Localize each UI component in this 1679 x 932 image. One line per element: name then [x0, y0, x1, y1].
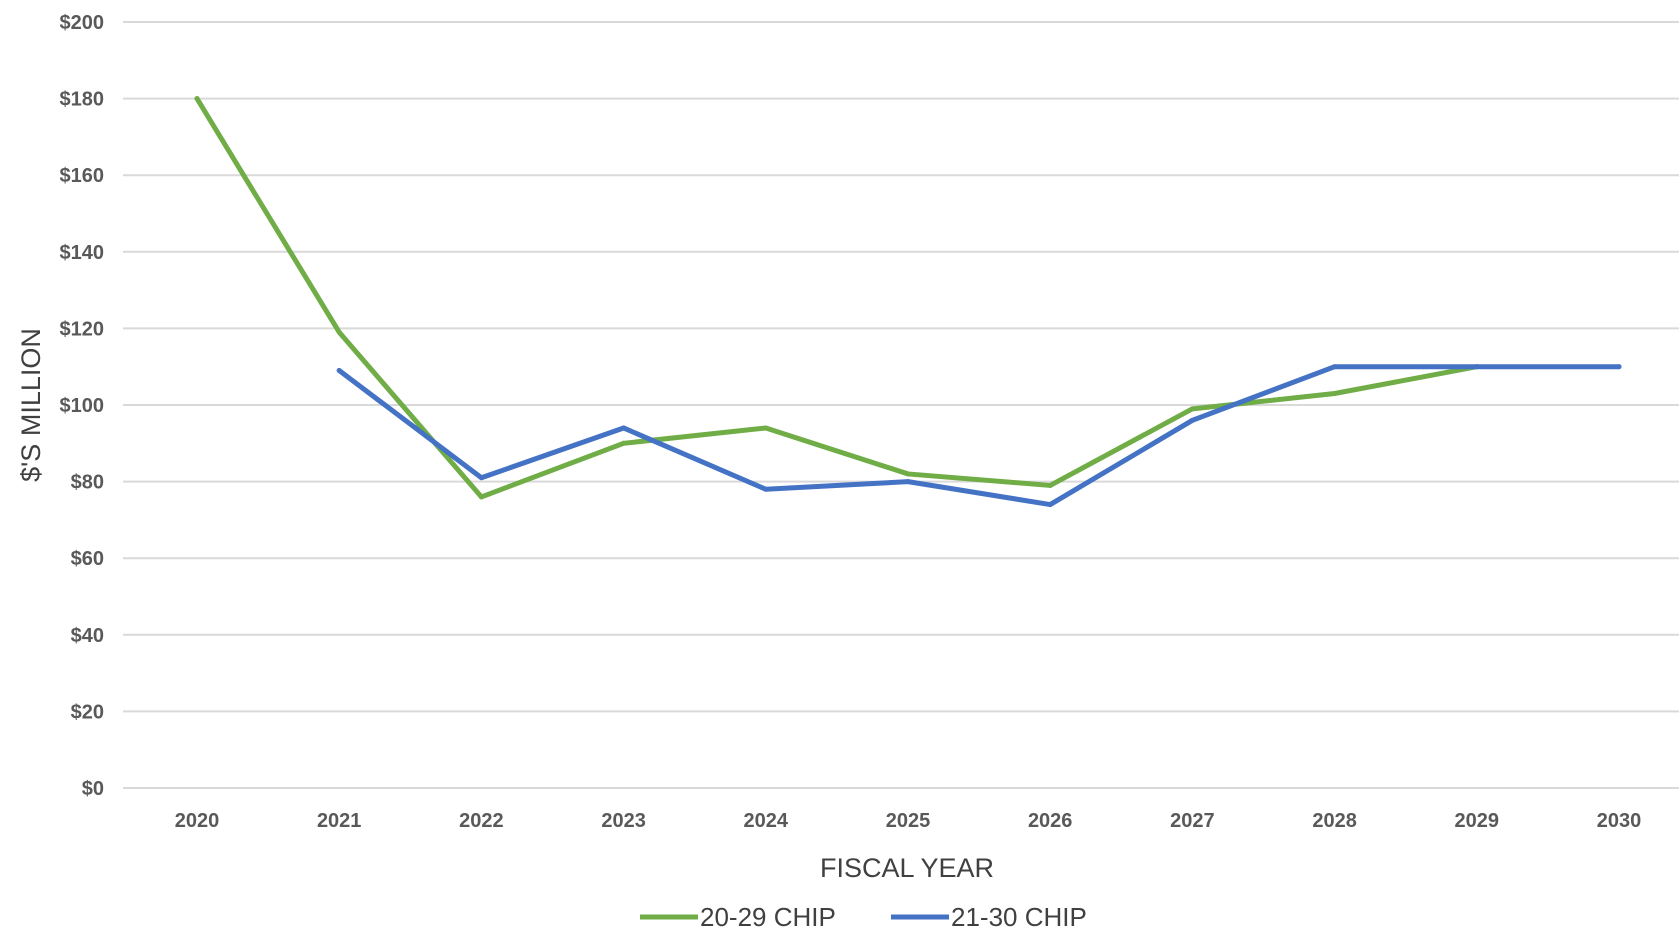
- y-axis-ticks: $0 $20 $40 $60 $80 $100 $120 $140 $160 $180 $200: [60, 12, 105, 800]
- data-point-21-30-chip: [336, 368, 342, 374]
- data-point-21-30-chip: [905, 479, 911, 485]
- series-lines: [194, 96, 1622, 508]
- y-axis-title: $'S MILLION: [16, 328, 46, 482]
- y-tick-label: $200: [60, 12, 105, 34]
- legend: 20-29 CHIP 21-30 CHIP: [640, 902, 1087, 932]
- data-point-21-30-chip: [763, 486, 769, 492]
- x-tick-label: 2021: [317, 810, 362, 832]
- x-axis-title: FISCAL YEAR: [820, 853, 994, 883]
- x-tick-label: 2026: [1028, 810, 1073, 832]
- y-tick-label: $180: [60, 89, 105, 111]
- y-tick-label: $100: [60, 395, 105, 417]
- data-point-20-29-chip: [763, 425, 769, 431]
- data-point-21-30-chip: [1332, 364, 1338, 370]
- data-point-21-30-chip: [1189, 417, 1195, 423]
- data-point-20-29-chip: [1189, 406, 1195, 412]
- data-point-20-29-chip: [1047, 482, 1053, 488]
- data-point-20-29-chip: [905, 471, 911, 477]
- data-point-20-29-chip: [194, 96, 200, 102]
- data-point-21-30-chip: [1616, 364, 1622, 370]
- data-point-21-30-chip: [621, 425, 627, 431]
- x-tick-label: 2028: [1312, 810, 1357, 832]
- data-point-21-30-chip: [478, 475, 484, 481]
- data-point-21-30-chip: [1047, 502, 1053, 508]
- y-tick-label: $120: [60, 318, 105, 340]
- y-tick-label: $20: [71, 701, 104, 723]
- legend-label-20-29-chip: 20-29 CHIP: [700, 902, 836, 932]
- series-line-20-29-chip: [194, 96, 1480, 500]
- x-tick-label: 2024: [744, 810, 789, 832]
- series-line-21-30-chip: [336, 364, 1622, 508]
- data-point-21-30-chip: [1474, 364, 1480, 370]
- y-tick-label: $160: [60, 165, 105, 187]
- x-tick-label: 2029: [1455, 810, 1500, 832]
- data-point-20-29-chip: [621, 440, 627, 446]
- x-tick-label: 2022: [459, 810, 504, 832]
- gridlines: [123, 21, 1679, 789]
- y-tick-label: $80: [71, 472, 104, 494]
- x-tick-label: 2025: [886, 810, 931, 832]
- y-tick-label: $40: [71, 625, 104, 647]
- y-tick-label: $60: [71, 548, 104, 570]
- x-axis-ticks: 2020 2021 2022 2023 2024 2025 2026 2027 2028 2029…: [175, 810, 1642, 832]
- x-tick-label: 2023: [601, 810, 646, 832]
- x-tick-label: 2020: [175, 810, 220, 832]
- y-tick-label: $0: [82, 778, 104, 800]
- y-tick-label: $140: [60, 242, 105, 264]
- data-point-20-29-chip: [1332, 391, 1338, 397]
- data-point-20-29-chip: [478, 494, 484, 500]
- data-point-20-29-chip: [336, 329, 342, 335]
- x-tick-label: 2027: [1170, 810, 1215, 832]
- x-tick-label: 2030: [1597, 810, 1642, 832]
- legend-label-21-30-chip: 21-30 CHIP: [951, 902, 1087, 932]
